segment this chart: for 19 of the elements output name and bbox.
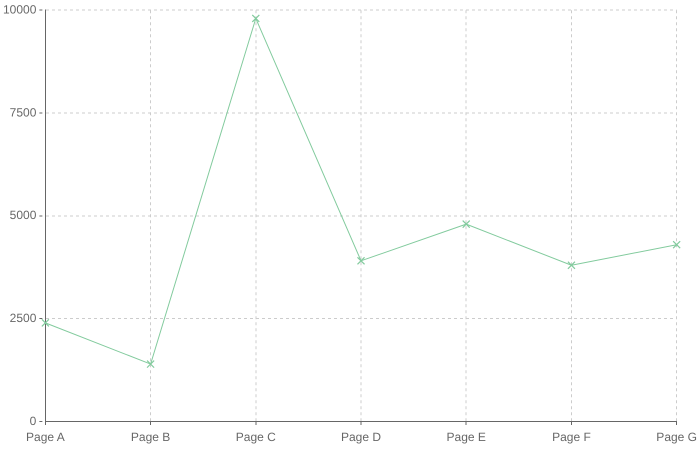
x-tick-label: Page E [446, 430, 486, 444]
point [567, 261, 576, 270]
x-tick-label: Page F [552, 430, 591, 444]
y-tick-label: 10000 [2, 2, 37, 17]
y-tick-label: 2500 [10, 311, 37, 326]
point [252, 14, 260, 23]
x-tick-label: Page A [26, 430, 65, 444]
y-tick-label: 5000 [10, 208, 37, 222]
point [462, 220, 470, 228]
x-tick-label: Page C [236, 430, 276, 444]
y-tick-label: 0 [30, 414, 37, 428]
point [146, 360, 155, 368]
point [356, 256, 366, 265]
y-tick-label: 7500 [10, 105, 37, 120]
x-tick-label: Page G [656, 430, 698, 444]
point [41, 318, 50, 327]
x-tick-label: Page D [340, 430, 382, 444]
x-tick-label: Page B [130, 430, 170, 444]
point [672, 240, 681, 249]
